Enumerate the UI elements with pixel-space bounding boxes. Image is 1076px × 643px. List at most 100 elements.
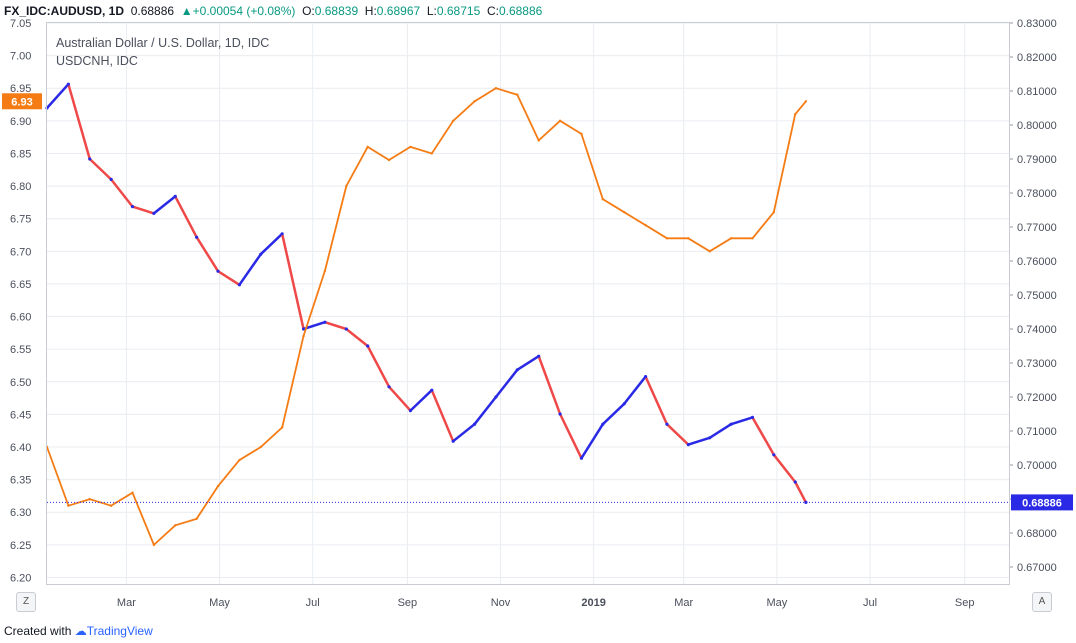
x-tick-label: Sep [398,597,418,609]
audusd-point [708,436,712,440]
left-tick-label: 6.80 [10,181,31,193]
audusd-point [408,409,413,413]
right-tick-label: 0.80000 [1017,120,1057,132]
audusd-segment [366,345,391,388]
usdcnh-point [430,152,433,155]
audusd-point [537,354,541,358]
audusd-point [665,422,669,426]
x-tick-label: Nov [491,597,511,609]
audusd-segment [601,402,626,426]
chart-legend: Australian Dollar / U.S. Dollar, 1D, IDC… [56,34,269,70]
audusd-point [729,422,733,426]
close-label: C: [486,4,499,18]
open-label: O: [302,4,315,18]
right-tick-label: 0.81000 [1017,86,1057,98]
audusd-segment [452,423,476,443]
usdcnh-point [687,237,690,240]
left-tick-label: 6.30 [10,507,31,519]
right-tick-label: 0.73000 [1017,358,1057,370]
usdcnh-point [409,145,412,149]
audusd-segment [516,355,540,371]
plot-area[interactable] [46,22,1010,585]
right-axis[interactable]: 0.83000 0.82000 0.81000 0.80000 0.79000 0.780… [1009,18,1057,574]
right-tick-label: 0.72000 [1017,392,1057,404]
audusd-point [280,232,284,236]
audusd-point [66,82,70,86]
high-label: H: [364,4,377,18]
right-tick-label: 0.67000 [1017,562,1057,574]
zoom-button[interactable]: Z [16,592,36,612]
usdcnh-point [174,524,177,527]
usdcnh-point [280,426,284,429]
usdcnh-point [195,517,198,520]
audusd-point [750,415,755,419]
audusd-segment [644,376,669,425]
audusd-point [430,388,434,392]
price-change: +0.00054 (+0.08%) [192,4,296,18]
usdcnh-point [772,210,776,214]
audusd-point [195,235,199,239]
x-tick-label: May [767,597,788,609]
usdcnh-point [387,158,391,162]
auto-scale-button[interactable]: A [1032,592,1052,612]
current-price-badge [1011,494,1073,511]
audusd-segment [132,205,155,215]
usdcnh-point [537,139,540,142]
usdcnh-point [804,100,808,103]
x-tick-label: 2019 [581,597,605,609]
audusd-segment [623,375,647,405]
left-tick-label: 6.75 [10,214,31,226]
usdcnh-point [451,119,455,123]
right-tick-label: 0.71000 [1017,426,1057,438]
audusd-segment [580,423,604,459]
tradingview-logo-icon[interactable]: ☁ [74,624,87,638]
usdcnh-point [88,497,91,501]
audusd-point [472,422,477,426]
x-tick-label: Mar [674,597,693,609]
audusd-segment [537,355,562,415]
audusd-point [109,177,113,181]
high-value: 0.68967 [376,4,421,18]
legend-overlay[interactable]: USDCNH, IDC [56,54,138,68]
close-value: 0.68886 [498,4,543,18]
right-tick-label: 0.77000 [1017,222,1057,234]
audusd-segment [238,253,262,286]
left-tick-label: 6.55 [10,344,31,356]
audusd-segment [794,481,808,503]
legend-title[interactable]: Australian Dollar / U.S. Dollar, 1D, IDC [56,36,270,50]
tradingview-link[interactable]: TradingView [86,624,153,638]
left-tick-label: 7.05 [10,18,31,30]
audusd-segment [709,423,732,439]
audusd-segment [494,369,519,398]
right-tick-label: 0.78000 [1017,188,1057,200]
footer-credit: Created with ☁TradingView [4,624,153,638]
audusd-point [558,412,562,416]
usdcnh-point [665,237,669,240]
usdcnh-point [152,543,156,547]
audusd-segment [195,236,220,272]
left-tick-label: 6.90 [10,116,31,128]
usdcnh-point [708,250,711,253]
audusd-segment [687,436,711,446]
audusd-point [804,500,808,504]
left-tick-label: 6.60 [10,312,31,324]
grid-lines [47,22,1009,584]
audusd-segment [153,195,177,215]
x-tick-label: Jul [863,597,877,609]
left-axis[interactable]: 7.05 7.00 6.95 6.90 6.85 6.80 6.75 6.70 6.65 6.60… [10,18,31,584]
footer-text: Created with [4,624,72,638]
x-tick-label: May [209,597,230,609]
time-axis[interactable]: Mar May Jul Sep Nov 2019 Mar May Jul Sep [117,597,975,609]
audusd-segment [772,454,797,483]
audusd-segment [46,83,70,109]
left-tick-label: 6.50 [10,377,31,389]
audusd-point [772,453,776,457]
symbol-name[interactable]: FX_IDC:AUDUSD, 1D [4,4,125,18]
usdcnh-point [644,224,647,227]
audusd-point [344,327,348,331]
audusd-point [88,157,92,161]
usdcnh-point [366,145,369,149]
usdcnh-point [751,237,754,240]
left-tick-label: 6.40 [10,442,31,454]
